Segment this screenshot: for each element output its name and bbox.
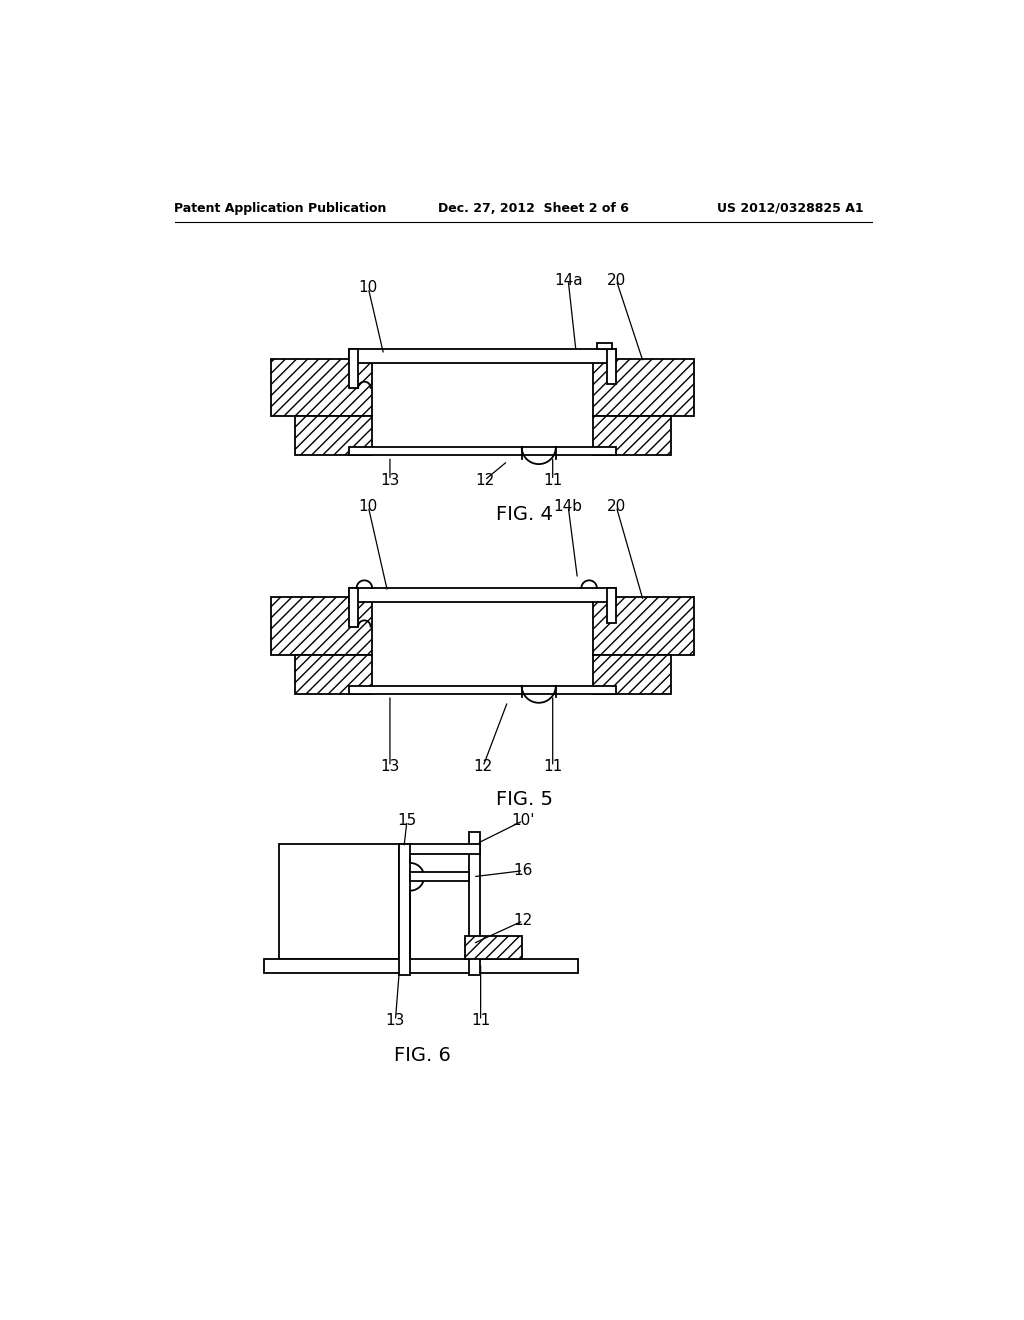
Bar [349,589,616,602]
Bar [349,350,616,363]
Bar [410,873,469,882]
Bar [295,416,372,455]
Bar [280,843,399,960]
Bar [593,597,693,655]
Text: 20: 20 [606,499,626,513]
Text: 16: 16 [514,863,532,878]
Text: 10: 10 [358,499,378,513]
Bar [399,843,480,854]
Text: 14b: 14b [554,499,583,513]
Bar [469,832,480,974]
Text: FIG. 4: FIG. 4 [497,504,553,524]
Text: 12: 12 [475,473,495,488]
Bar [295,655,372,693]
Text: US 2012/0328825 A1: US 2012/0328825 A1 [717,202,863,215]
Text: 15: 15 [397,813,417,828]
Bar [607,589,616,623]
Text: 12: 12 [514,913,532,928]
Bar [271,597,372,655]
Bar [607,350,616,384]
Text: Patent Application Publication: Patent Application Publication [174,202,387,215]
Bar [593,359,693,416]
Text: Dec. 27, 2012  Sheet 2 of 6: Dec. 27, 2012 Sheet 2 of 6 [438,202,629,215]
Text: FIG. 6: FIG. 6 [394,1045,451,1065]
Text: 11: 11 [543,473,562,488]
Bar [271,359,372,416]
Bar [349,589,358,627]
Bar [399,843,410,974]
Text: 13: 13 [380,759,399,775]
Bar [349,447,616,455]
Text: FIG. 5: FIG. 5 [497,791,553,809]
Text: 20: 20 [606,272,626,288]
Bar [597,343,612,350]
Text: 14a: 14a [554,272,583,288]
Text: 11: 11 [471,1014,490,1028]
Text: 10': 10' [512,813,535,828]
Bar [349,350,358,388]
Text: 12: 12 [473,759,493,775]
Bar [349,686,616,693]
Bar [263,960,578,973]
Text: 10: 10 [358,280,378,296]
Bar [593,655,671,693]
Bar [465,936,522,960]
Text: 11: 11 [543,759,562,775]
Text: 13: 13 [380,473,399,488]
Bar [593,416,671,455]
Text: 13: 13 [386,1014,406,1028]
